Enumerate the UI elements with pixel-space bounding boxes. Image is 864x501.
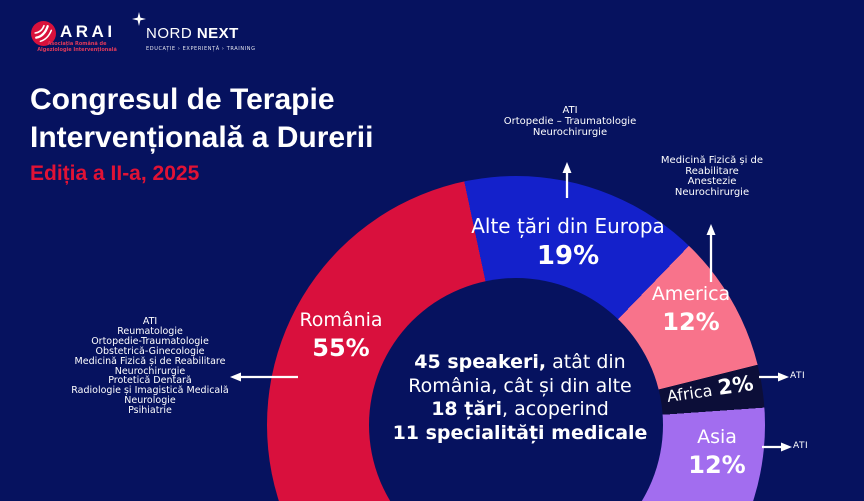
center-text-run: România, cât și din alte xyxy=(408,374,632,397)
specialty-line: Neurochirurgie xyxy=(532,126,608,138)
arrow-right-asia-icon xyxy=(762,442,792,452)
arrow-left-romania-icon xyxy=(230,372,298,382)
center-line-1: 45 speakeri, atât din xyxy=(365,351,675,375)
annotation-america-specialties: Medicină Fizică și de Reabilitare Aneste… xyxy=(659,155,765,198)
segment-name: Alte țări din Europa xyxy=(471,214,665,238)
center-text-run: , acoperind xyxy=(502,398,609,420)
specialty-line: Psihiatrie xyxy=(128,405,172,417)
segment-label-asia: Asia 12% xyxy=(688,426,745,479)
arai-logo-icon xyxy=(31,21,56,46)
specialty-line: ATI xyxy=(142,316,158,327)
nordnext-logo-tagline: EDUCAȚIE › EXPERIENȚĂ › TRAINING xyxy=(146,46,256,52)
donut-center-text: 45 speakeri, atât din România, cât și di… xyxy=(365,351,675,445)
specialty-line: Neurochirurgie xyxy=(674,186,750,198)
center-bold-speakers: 45 speakeri, xyxy=(414,351,547,373)
specialty-line: Protetică Dentară xyxy=(108,375,192,387)
segment-name: România xyxy=(299,309,383,331)
segment-label-europa: Alte țări din Europa 19% xyxy=(471,214,665,271)
specialty-line: Neurochirurgie xyxy=(114,365,186,377)
nordnext-word-bold: NEXT xyxy=(196,25,239,42)
specialty-line: Ortopedie-Traumatologie xyxy=(91,335,209,347)
segment-percent: 2% xyxy=(716,371,755,400)
center-line-4: 11 specialități medicale xyxy=(365,422,675,446)
center-bold-countries: 18 țări xyxy=(431,398,503,420)
specialty-line: Obstetrică-Ginecologie xyxy=(95,345,205,357)
specialty-line: ATI xyxy=(562,105,578,116)
specialty-line: Radiologie și Imagistică Medicală xyxy=(71,385,229,397)
center-line-2: România, cât și din alte xyxy=(365,375,675,399)
segment-percent: 55% xyxy=(312,334,370,362)
arrow-up-america-icon xyxy=(706,224,716,282)
segment-percent: 19% xyxy=(536,241,600,271)
arai-logo-wordmark: ARAI xyxy=(60,22,116,41)
annotation-asia-specialty: ATI xyxy=(793,441,809,451)
annotation-europa-specialties: ATI Ortopedie – Traumatologie Neurochiru… xyxy=(475,105,665,138)
edition-subtitle: Ediția a II-a, 2025 xyxy=(30,162,200,185)
annotation-romania-specialties: ATI Reumatologie Ortopedie-Traumatologie… xyxy=(20,317,280,416)
arai-tagline-line1: Asociația Română de xyxy=(47,41,107,47)
donut-hole xyxy=(369,278,663,501)
page-title: Congresul de Terapie Intervențională a D… xyxy=(30,81,470,157)
specialty-line: Anestezie xyxy=(687,176,737,187)
arai-tagline-line2: Algeziologie Intervențională xyxy=(37,46,117,53)
specialty-line: Reumatologie xyxy=(117,325,183,337)
segment-label-romania: România 55% xyxy=(299,309,382,362)
segment-percent: 12% xyxy=(662,308,720,336)
page-title-line1: Congresul de Terapie xyxy=(30,83,335,116)
segment-name: America xyxy=(651,283,731,305)
center-bold-specialties: 11 specialități medicale xyxy=(392,421,648,444)
specialty-line: Medicină Fizică și de Reabilitare xyxy=(74,355,226,367)
nordnext-word-light: NORD xyxy=(146,25,193,42)
arai-swirl-icon xyxy=(34,24,53,43)
arrow-right-africa-icon xyxy=(759,372,789,382)
center-text-run: atât din xyxy=(546,351,626,373)
compass-star-icon xyxy=(132,11,146,30)
specialty-line: Medicină Fizică și de Reabilitare xyxy=(660,155,764,177)
segment-label-america: America 12% xyxy=(652,283,730,336)
segment-name: Asia xyxy=(697,426,737,448)
page-title-line2: Intervențională a Durerii xyxy=(30,121,374,154)
arai-logo-tagline: Asociația Română de Algeziologie Interve… xyxy=(28,41,126,54)
specialty-line: Ortopedie – Traumatologie xyxy=(503,115,637,127)
segment-percent: 12% xyxy=(688,451,746,479)
annotation-africa-specialty: ATI xyxy=(790,371,806,381)
center-line-3: 18 țări, acoperind xyxy=(365,398,675,422)
specialty-line: Neurologie xyxy=(124,395,176,407)
arrow-up-europa-icon xyxy=(562,162,572,198)
nordnext-logo-wordmark: NORD NEXT xyxy=(146,25,239,42)
